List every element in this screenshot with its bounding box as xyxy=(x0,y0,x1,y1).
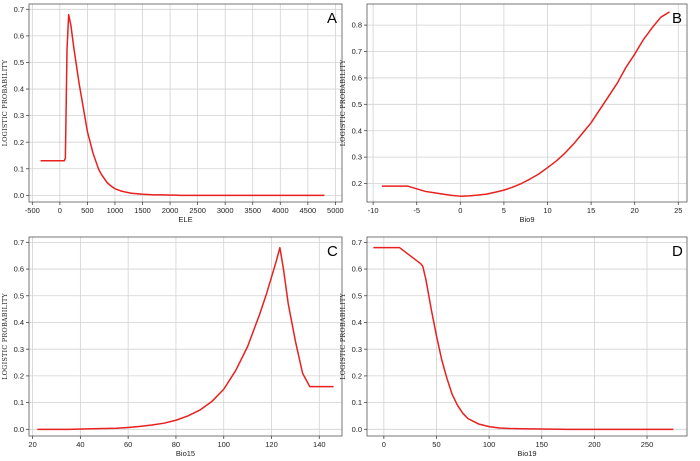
panel-c-y-tick-label: 0.4 xyxy=(14,318,24,327)
panel-b-y-tick-label: 0.3 xyxy=(352,153,362,162)
panel-b-x-tick-label: -5 xyxy=(413,206,420,215)
panel-a-x-tick-label: 1000 xyxy=(107,206,124,215)
panel-b-x-tick-label: 20 xyxy=(631,206,639,215)
panel-c-y-tick-label: 0.3 xyxy=(14,345,24,354)
panel-c-frame xyxy=(28,236,343,437)
panel-b-y-tick-label: 0.5 xyxy=(352,100,362,109)
panel-b-plot-area xyxy=(367,4,687,202)
panel-b-y-axis-label: LOGISTIC PROBABILITY xyxy=(339,59,347,146)
panel-d-y-tick-label: 0.1 xyxy=(352,398,362,407)
panel-a-x-tick-label: -500 xyxy=(25,206,40,215)
panel-a-x-tick-label: 0 xyxy=(58,206,62,215)
panel-c-x-tick-label: 140 xyxy=(313,440,326,449)
panel-a-x-tick-label: 2000 xyxy=(162,206,179,215)
panel-d-y-tick-label: 0.2 xyxy=(352,371,362,380)
panel-d-chart: 0 50 100 150 200 250 0.0 0.1 0.2 0.3 0.4 0.5 0.6 0.7 B… xyxy=(339,236,688,458)
panel-d-response-curve xyxy=(373,246,674,431)
panel-c-y-tick-label: 0.5 xyxy=(14,291,24,300)
panel-d-y-tick-label: 0.7 xyxy=(352,238,362,247)
panel-a-x-tick-label: 5000 xyxy=(327,206,344,215)
panel-a-y-tick-label: 0.2 xyxy=(14,138,24,147)
panel-a-x-tick-label: 3500 xyxy=(244,206,261,215)
panel-a-x-tick-label: 500 xyxy=(81,206,94,215)
panel-c-x-tick-label: 80 xyxy=(172,440,180,449)
panel-c-y-tick-label: 0.0 xyxy=(14,425,24,434)
panel-b-x-tick-label: 10 xyxy=(543,206,551,215)
panel-a-frame xyxy=(28,3,343,203)
panel-c-y-tick-label: 0.7 xyxy=(14,238,24,247)
panel-d-y-tick-label: 0.3 xyxy=(352,345,362,354)
panel-c-y-tick-label: 0.2 xyxy=(14,371,24,380)
panel-a-y-tick-label: 0.3 xyxy=(14,111,24,120)
panel-b-x-tick-label: 0 xyxy=(458,206,462,215)
panel-d-y-tick-label: 0.5 xyxy=(352,291,362,300)
panel-c-x-tick-label: 20 xyxy=(28,440,36,449)
panel-c-x-tick-label: 120 xyxy=(265,440,278,449)
panel-c-x-tick-label: 40 xyxy=(76,440,84,449)
panel-d-x-tick-label: 0 xyxy=(382,440,386,449)
panel-c-y-tick-label: 0.1 xyxy=(14,398,24,407)
panel-b-response-curve xyxy=(381,11,670,197)
panel-a-x-tick-label: 2500 xyxy=(189,206,206,215)
panel-c-x-tick-label: 100 xyxy=(217,440,230,449)
panel-b-chart: -10 -5 0 5 10 15 20 25 0.2 0.3 0.4 0.5 0.6 0.7 0.8 Bio9… xyxy=(339,3,688,224)
panel-d-y-axis-label: LOGISTIC PROBABILITY xyxy=(339,293,347,380)
panel-d-y-tick-label: 0.4 xyxy=(352,318,362,327)
panel-d-x-tick-label: 150 xyxy=(535,440,548,449)
panel-b-y-tick-label: 0.8 xyxy=(352,21,362,30)
panel-b-y-tick-label: 0.7 xyxy=(352,47,362,56)
panel-c-response-curve xyxy=(37,246,334,431)
panel-d-frame xyxy=(366,236,688,437)
panel-a-x-tick-label: 4500 xyxy=(299,206,316,215)
panel-b-x-tick-label: -10 xyxy=(368,206,379,215)
panel-a-y-tick-label: 0.0 xyxy=(14,191,24,200)
panel-a-response-curve xyxy=(40,13,325,197)
panel-d-x-tick-label: 250 xyxy=(641,440,654,449)
panel-d-x-axis-label: Bio19 xyxy=(517,449,536,458)
panel-d-x-tick-label: 200 xyxy=(588,440,601,449)
panel-b-y-tick-label: 0.6 xyxy=(352,74,362,83)
panel-b-y-tick-label: 0.2 xyxy=(352,179,362,188)
panel-d-x-tick-label: 100 xyxy=(483,440,496,449)
panel-b-frame xyxy=(366,3,688,203)
panel-b-x-tick-label: 25 xyxy=(674,206,682,215)
panel-d-y-tick-label: 0.6 xyxy=(352,265,362,274)
panel-d-y-tick-label: 0.0 xyxy=(352,425,362,434)
panel-a-y-tick-label: 0.6 xyxy=(14,31,24,40)
panel-a-x-tick-label: 1500 xyxy=(134,206,151,215)
panel-a-chart: -500 0 500 1000 1500 2000 2500 3000 3500 4000 4500… xyxy=(1,3,344,224)
panel-a-y-tick-label: 0.5 xyxy=(14,58,24,67)
panel-a-y-axis-label: LOGISTIC PROBABILITY xyxy=(1,59,9,146)
panel-c-x-axis-label: Bio15 xyxy=(176,449,195,458)
panel-c-x-tick-label: 60 xyxy=(124,440,132,449)
panel-a-y-tick-label: 0.1 xyxy=(14,164,24,173)
panel-a-panel-letter: A xyxy=(327,10,337,27)
panel-c-chart: 20 40 60 80 100 120 140 0.0 0.1 0.2 0.3 0.4 0.5 0.6 0.… xyxy=(1,236,343,458)
panel-d-x-tick-label: 50 xyxy=(432,440,440,449)
panel-a-x-axis-label: ELE xyxy=(178,215,192,224)
panel-b-y-tick-label: 0.4 xyxy=(352,126,362,135)
panel-a-y-tick-label: 0.7 xyxy=(14,5,24,14)
panel-a-x-tick-label: 4000 xyxy=(272,206,289,215)
panel-c-y-axis-label: LOGISTIC PROBABILITY xyxy=(1,293,9,380)
panel-b-x-tick-label: 15 xyxy=(587,206,595,215)
panel-b-x-tick-label: 5 xyxy=(502,206,506,215)
panel-c-panel-letter: C xyxy=(327,243,338,260)
panel-c-y-tick-label: 0.6 xyxy=(14,265,24,274)
panel-a-x-tick-label: 3000 xyxy=(217,206,234,215)
panel-a-plot-area xyxy=(29,4,342,202)
panel-d-panel-letter: D xyxy=(672,243,683,260)
panel-b-x-axis-label: Bio9 xyxy=(519,215,534,224)
panel-a-y-tick-label: 0.4 xyxy=(14,85,24,94)
panel-d-plot-area xyxy=(367,237,687,436)
panel-b-panel-letter: B xyxy=(672,10,682,27)
